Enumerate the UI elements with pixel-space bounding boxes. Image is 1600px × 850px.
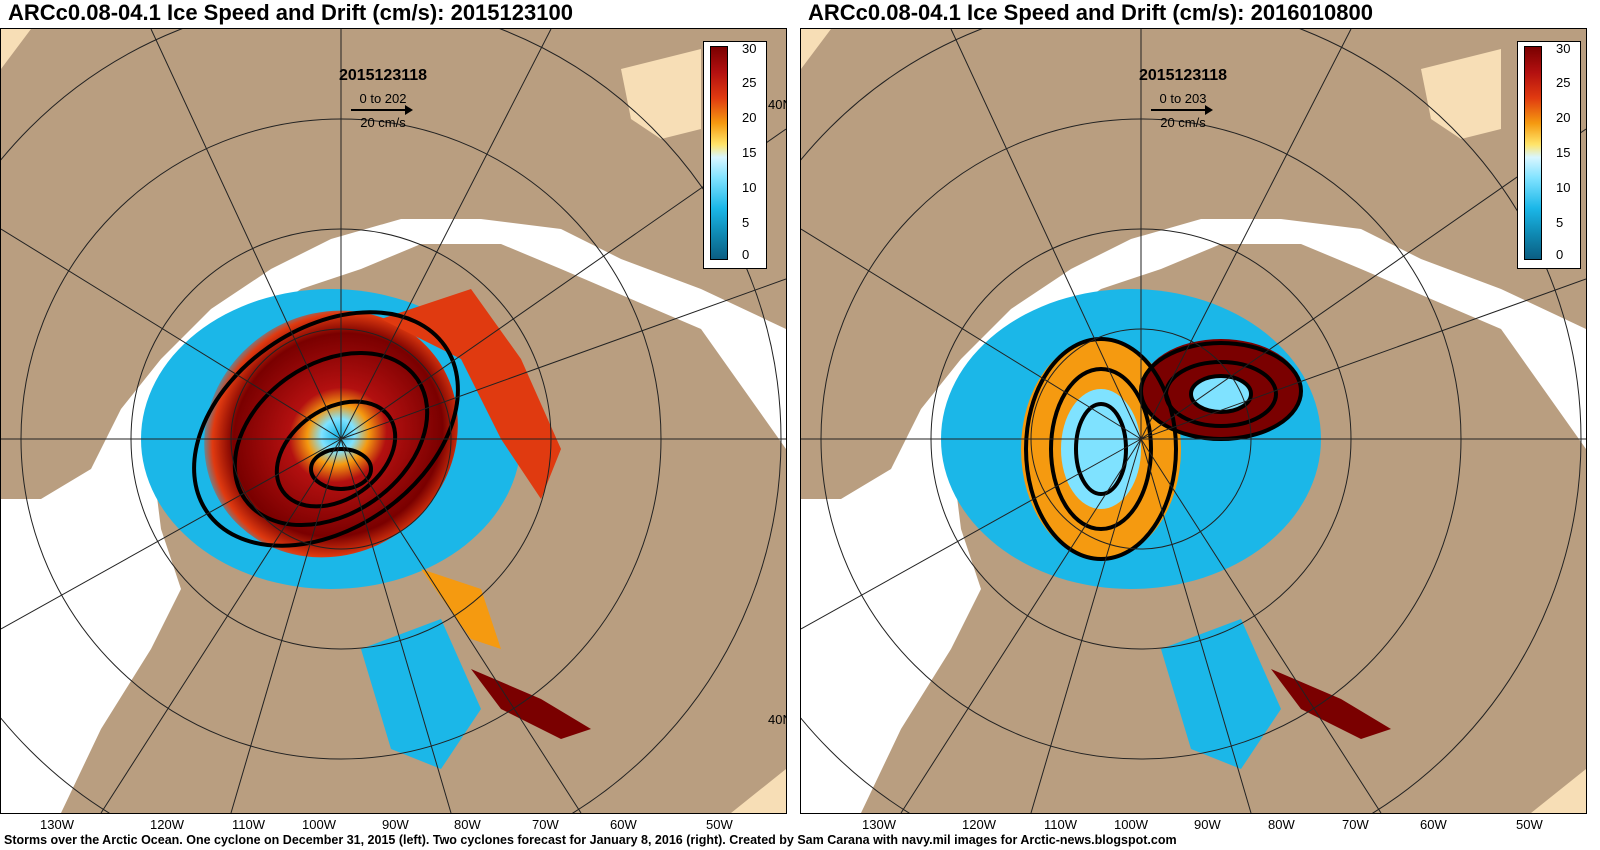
vector-scale-range: 0 to 203 bbox=[1159, 91, 1207, 106]
colorbar-tick: 0 bbox=[742, 247, 750, 262]
longitude-label: 120W bbox=[150, 817, 184, 832]
longitude-label: 50W bbox=[1516, 817, 1543, 832]
ice-speed-field bbox=[1061, 389, 1141, 509]
corner-land bbox=[731, 769, 786, 813]
longitude-label: 70W bbox=[532, 817, 559, 832]
colorbar-tick: 15 bbox=[742, 145, 757, 160]
longitude-label: 80W bbox=[454, 817, 481, 832]
right-ice-map-panel: 2015123118 0 to 203 20 cm/s 30 25 20 15 … bbox=[800, 28, 1587, 814]
ice-drift-cyclone bbox=[192, 310, 460, 548]
ice-speed-field bbox=[421, 569, 501, 649]
longitude-label: 130W bbox=[862, 817, 896, 832]
longitude-label: 50W bbox=[706, 817, 733, 832]
colorbar-tick: 25 bbox=[742, 75, 757, 90]
longitude-label: 90W bbox=[1194, 817, 1221, 832]
ice-speed-field bbox=[1191, 376, 1251, 412]
ice-speed-field bbox=[1161, 619, 1281, 769]
eurasia-land bbox=[801, 29, 1586, 499]
left-map-canvas bbox=[1, 29, 786, 813]
longitude-label: 60W bbox=[1420, 817, 1447, 832]
longitude-label: 60W bbox=[610, 817, 637, 832]
longitude-label: 120W bbox=[962, 817, 996, 832]
corner-land bbox=[1531, 769, 1586, 813]
colorbar-tick: 5 bbox=[742, 215, 750, 230]
valid-time-label: 2015123118 bbox=[338, 67, 428, 84]
vector-scale-range: 0 to 202 bbox=[359, 91, 407, 106]
image-caption: Storms over the Arctic Ocean. One cyclon… bbox=[4, 833, 1177, 847]
colorbar-tick: 20 bbox=[1556, 110, 1571, 125]
eurasia-land bbox=[1, 29, 786, 499]
colorbar-tick: 10 bbox=[1556, 180, 1571, 195]
corner-land bbox=[1, 29, 31, 69]
ice-speed-field bbox=[471, 669, 591, 739]
graticule bbox=[801, 29, 1586, 813]
vector-scale-arrow bbox=[1151, 105, 1213, 115]
left-ice-map-panel: 2015123118 0 to 202 20 cm/s 40N 40N 30 2… bbox=[0, 28, 787, 814]
colorbar-gradient bbox=[1524, 46, 1542, 260]
longitude-label: 90W bbox=[382, 817, 409, 832]
ice-speed-field bbox=[1271, 669, 1391, 739]
ice-speed-field bbox=[381, 289, 561, 499]
right-panel-title: ARCc0.08-04.1 Ice Speed and Drift (cm/s)… bbox=[808, 0, 1373, 25]
colorbar-tick: 10 bbox=[742, 180, 757, 195]
latitude-label: 40N bbox=[768, 712, 786, 727]
colorbar-gradient bbox=[710, 46, 728, 260]
latitude-label: 40N bbox=[768, 97, 786, 112]
longitude-label: 80W bbox=[1268, 817, 1295, 832]
vector-scale-arrow bbox=[351, 105, 413, 115]
longitude-label: 110W bbox=[1044, 817, 1077, 832]
colorbar-tick: 25 bbox=[1556, 75, 1571, 90]
speed-colorbar: 30 25 20 15 10 5 0 bbox=[703, 41, 767, 269]
longitude-label: 100W bbox=[1114, 817, 1148, 832]
longitude-label: 100W bbox=[302, 817, 336, 832]
corner-land bbox=[801, 29, 831, 69]
graticule bbox=[1, 29, 786, 813]
right-map-canvas bbox=[801, 29, 1586, 813]
colorbar-tick: 30 bbox=[742, 41, 757, 56]
vector-scale-unit: 20 cm/s bbox=[360, 115, 406, 130]
ice-speed-field bbox=[204, 310, 458, 558]
ice-speed-field bbox=[361, 619, 481, 769]
colorbar-tick: 15 bbox=[1556, 145, 1571, 160]
colorbar-tick: 0 bbox=[1556, 247, 1564, 262]
longitude-label: 130W bbox=[40, 817, 74, 832]
left-panel-title: ARCc0.08-04.1 Ice Speed and Drift (cm/s)… bbox=[8, 0, 573, 25]
ice-drift-cyclone bbox=[1024, 337, 1178, 561]
valid-time-label: 2015123118 bbox=[1138, 67, 1228, 84]
longitude-label: 70W bbox=[1342, 817, 1369, 832]
colorbar-tick: 5 bbox=[1556, 215, 1564, 230]
colorbar-tick: 20 bbox=[742, 110, 757, 125]
longitude-label: 110W bbox=[232, 817, 265, 832]
colorbar-tick: 30 bbox=[1556, 41, 1571, 56]
vector-scale-unit: 20 cm/s bbox=[1160, 115, 1206, 130]
speed-colorbar: 30 25 20 15 10 5 0 bbox=[1517, 41, 1581, 269]
